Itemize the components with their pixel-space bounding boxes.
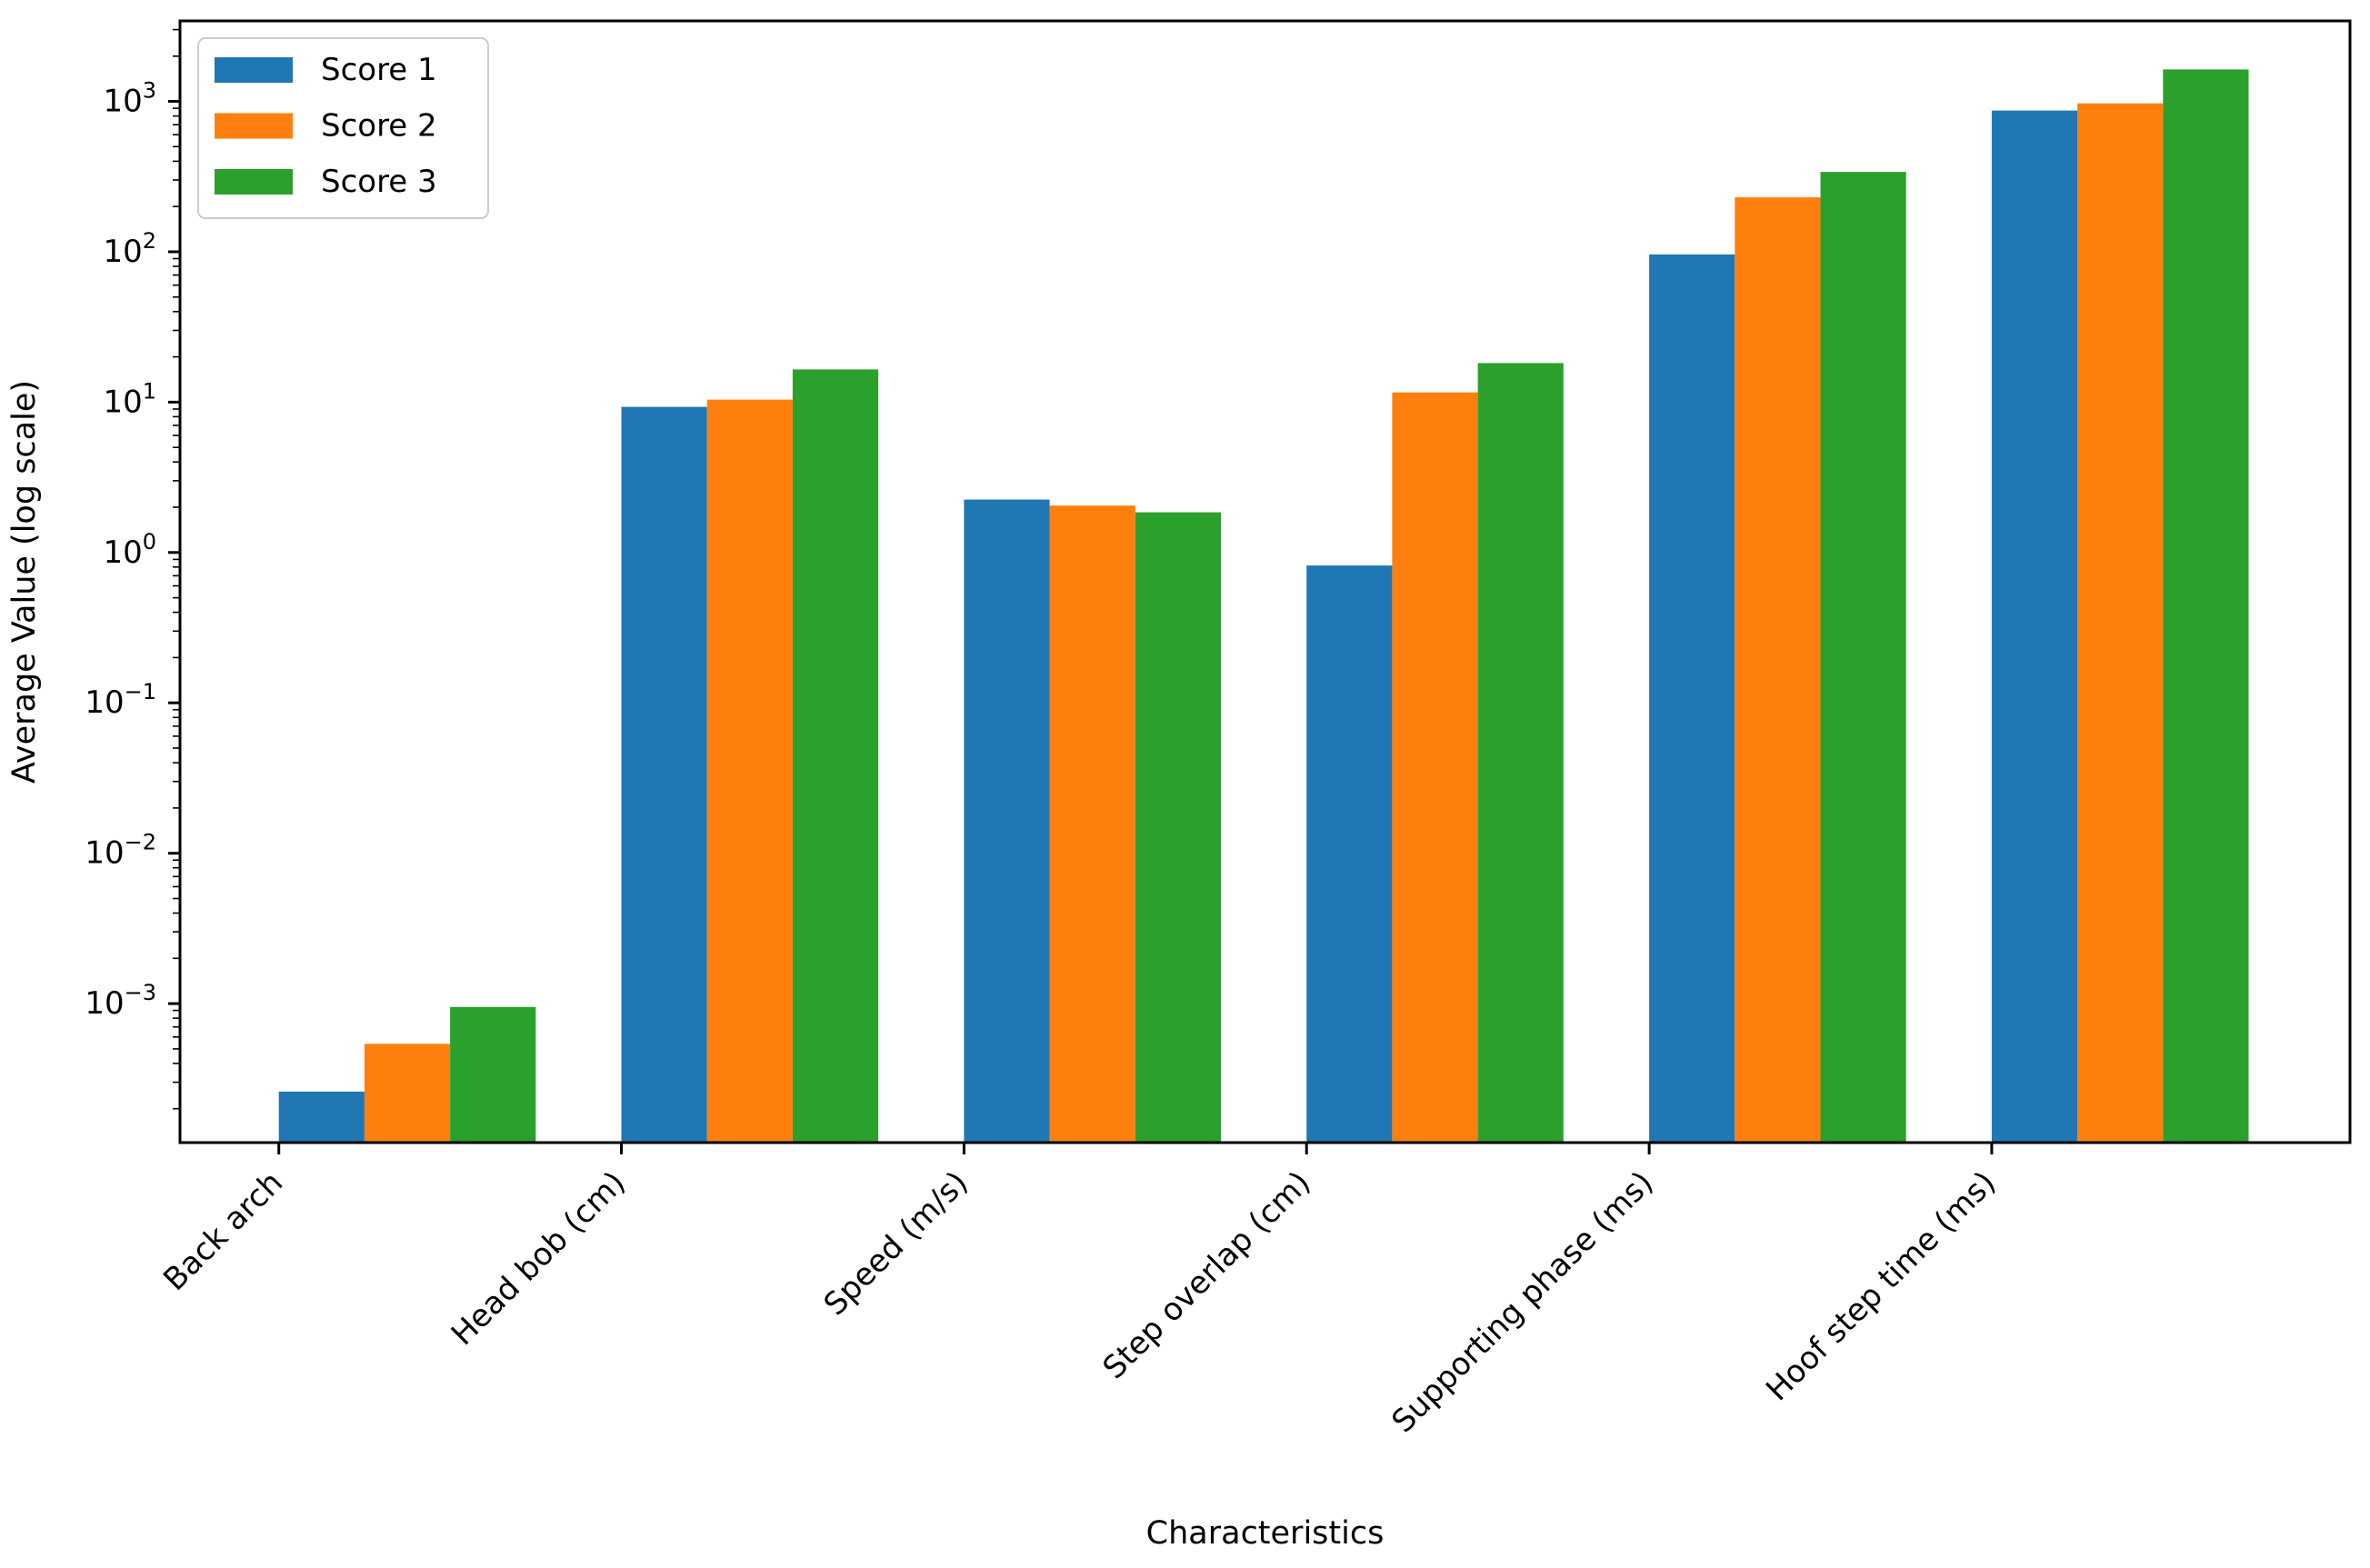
y-axis-tick-label: 102 (103, 228, 156, 270)
bar-score-1-back-arch (278, 1091, 365, 1143)
bar-score-2-back-arch (364, 1044, 451, 1143)
bar-score-2-speed-m-s (1049, 505, 1135, 1143)
bar-score-2-supporting-phase-ms (1735, 197, 1821, 1144)
y-axis-title: Average Value (log scale) (6, 380, 43, 784)
y-axis-tick-label: 10−1 (85, 679, 156, 721)
bar-score-1-supporting-phase-ms (1649, 254, 1735, 1143)
x-axis-tick-label-step-overlap-cm: Step overlap (cm) (1096, 1164, 1318, 1386)
bar-score-3-back-arch (450, 1006, 536, 1143)
plot-border (178, 19, 2352, 1144)
bar-score-3-step-overlap-cm (1477, 363, 1564, 1143)
legend-label-score-2: Score 2 (321, 108, 437, 145)
bar-score-3-hoof-step-time-ms (2163, 69, 2249, 1143)
bar-score-1-speed-m-s (964, 499, 1050, 1143)
x-axis-tick-label-speed-m-s: Speed (m/s) (817, 1164, 975, 1323)
legend-label-score-3: Score 3 (321, 164, 437, 200)
x-axis-tick-label-supporting-phase-ms: Supporting phase (ms) (1385, 1164, 1660, 1440)
x-axis-tick-label-back-arch: Back arch (156, 1164, 290, 1298)
bar-score-1-head-bob-cm (621, 406, 707, 1144)
x-axis-tick-label-head-bob-cm: Head bob (cm) (445, 1164, 633, 1353)
bar-score-3-head-bob-cm (792, 369, 879, 1143)
y-axis-tick-label: 103 (103, 78, 156, 120)
bar-score-3-supporting-phase-ms (1820, 172, 1906, 1144)
bar-score-3-speed-m-s (1135, 512, 1221, 1143)
legend-swatch-score-1 (215, 57, 293, 83)
x-axis-title: Characteristics (1146, 1515, 1385, 1552)
bar-score-2-hoof-step-time-ms (2077, 103, 2164, 1144)
bar-score-1-hoof-step-time-ms (1991, 110, 2078, 1144)
bar-score-2-head-bob-cm (706, 399, 793, 1144)
y-axis-tick-label: 10−2 (85, 830, 156, 872)
x-axis-tick-label-hoof-step-time-ms: Hoof step time (ms) (1759, 1164, 2003, 1408)
y-axis-tick-label: 101 (103, 378, 156, 420)
legend-label-score-1: Score 1 (321, 52, 437, 88)
y-axis-tick-label: 100 (103, 529, 156, 571)
y-axis-tick-label: 10−3 (85, 980, 156, 1022)
bar-score-1-step-overlap-cm (1306, 565, 1393, 1143)
legend-swatch-score-2 (215, 113, 293, 139)
bar-score-2-step-overlap-cm (1392, 392, 1478, 1143)
legend-swatch-score-3 (215, 169, 293, 195)
